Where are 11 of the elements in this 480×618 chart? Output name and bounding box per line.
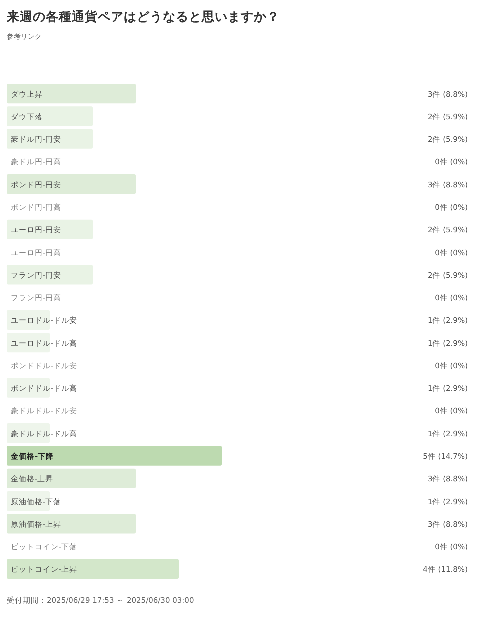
bar <box>7 129 93 149</box>
bar <box>7 446 222 466</box>
bar <box>7 468 136 488</box>
bar <box>7 514 136 534</box>
bar <box>7 174 136 194</box>
bar <box>7 265 93 285</box>
chart-title: 来週の各種通貨ペアはどうなると思いますか？ <box>6 9 280 24</box>
bar <box>7 106 93 126</box>
bar <box>7 84 136 104</box>
bar <box>7 559 179 579</box>
bar <box>7 220 93 240</box>
